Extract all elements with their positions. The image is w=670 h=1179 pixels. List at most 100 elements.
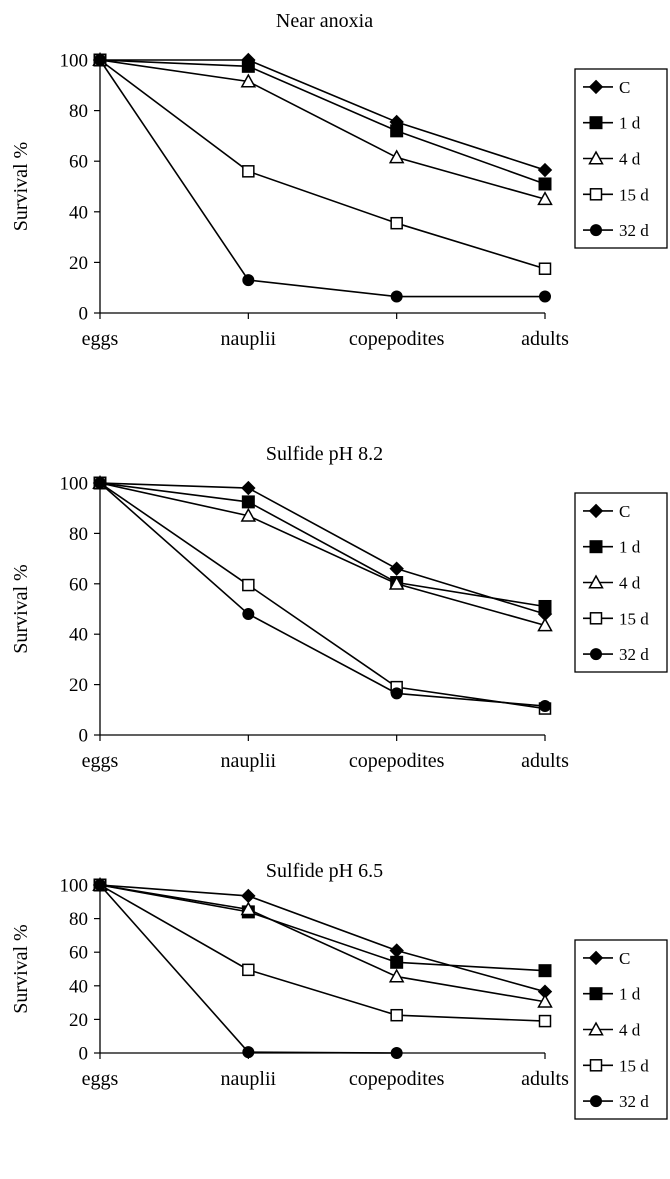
legend-marker bbox=[589, 612, 603, 625]
series-1-d bbox=[93, 878, 552, 978]
y-tick-label: 20 bbox=[69, 675, 88, 696]
data-point bbox=[242, 608, 255, 621]
data-point bbox=[388, 575, 405, 590]
legend-label: C bbox=[619, 78, 630, 97]
legend-marker bbox=[590, 1095, 602, 1108]
legend-marker bbox=[589, 540, 603, 554]
data-point bbox=[389, 943, 404, 958]
data-point bbox=[538, 177, 552, 191]
series-1-d bbox=[93, 53, 552, 191]
legend-label: 4 d bbox=[619, 574, 641, 593]
data-point bbox=[390, 1047, 403, 1059]
y-axis-label: Survival % bbox=[10, 564, 32, 653]
series-line bbox=[99, 59, 546, 200]
x-tick-label: eggs bbox=[82, 328, 119, 350]
legend-label: C bbox=[619, 502, 630, 521]
x-tick-label: nauplii bbox=[221, 750, 277, 772]
data-point bbox=[240, 507, 257, 522]
y-tick-label: 40 bbox=[69, 625, 88, 646]
legend-marker bbox=[589, 188, 603, 201]
series-line bbox=[99, 884, 546, 1022]
data-point bbox=[242, 165, 255, 178]
series-15-d bbox=[93, 878, 552, 1028]
series-line bbox=[99, 59, 546, 185]
series-32-d bbox=[94, 54, 551, 303]
y-tick-label: 40 bbox=[69, 202, 88, 223]
x-tick-label: copepodites bbox=[349, 328, 445, 350]
data-point bbox=[538, 599, 552, 613]
legend-marker bbox=[589, 1059, 603, 1072]
series-line bbox=[99, 482, 546, 608]
data-point bbox=[538, 262, 552, 275]
data-point bbox=[390, 290, 403, 303]
series-4-d bbox=[92, 51, 553, 206]
chart-title: Sulfide pH 8.2 bbox=[266, 443, 383, 465]
legend-label: 32 d bbox=[619, 1092, 649, 1111]
data-point bbox=[242, 1046, 255, 1059]
x-tick-label: eggs bbox=[82, 750, 119, 772]
y-tick-label: 80 bbox=[69, 524, 88, 545]
legend-marker bbox=[590, 224, 602, 237]
series-C bbox=[92, 877, 553, 999]
y-tick-label: 20 bbox=[69, 1010, 88, 1031]
series-line bbox=[99, 59, 545, 298]
data-point bbox=[538, 964, 552, 978]
y-tick-label: 80 bbox=[69, 909, 88, 930]
y-axis-label: Survival % bbox=[10, 924, 32, 1013]
series-line bbox=[99, 482, 546, 710]
chart-title: Sulfide pH 6.5 bbox=[266, 860, 383, 882]
data-point bbox=[242, 274, 255, 287]
legend-label: 1 d bbox=[619, 114, 641, 133]
legend-label: 1 d bbox=[619, 538, 641, 557]
legend: C 1 d 4 d 15 d 32 d bbox=[574, 68, 668, 249]
legend-label: C bbox=[619, 949, 630, 968]
legend-label: 15 d bbox=[619, 1056, 649, 1075]
y-tick-label: 0 bbox=[79, 726, 89, 747]
legend: C 1 d 4 d 15 d 32 d bbox=[574, 939, 668, 1120]
legend-marker bbox=[588, 150, 604, 165]
data-point bbox=[538, 1014, 552, 1028]
data-point bbox=[539, 290, 551, 303]
legend-label: 15 d bbox=[619, 185, 649, 204]
data-point bbox=[389, 561, 404, 576]
data-point bbox=[241, 59, 255, 73]
data-point bbox=[388, 149, 405, 164]
legend-marker bbox=[588, 79, 604, 95]
series-line bbox=[99, 884, 546, 972]
y-tick-label: 60 bbox=[69, 943, 88, 964]
series-C bbox=[92, 475, 553, 622]
y-tick-label: 100 bbox=[60, 876, 89, 897]
series-line bbox=[99, 884, 546, 1003]
data-point bbox=[240, 901, 257, 916]
x-tick-label: adults bbox=[521, 1068, 569, 1090]
chart-title: Near anoxia bbox=[276, 10, 373, 32]
data-point bbox=[537, 617, 553, 632]
legend-label: 1 d bbox=[619, 985, 641, 1004]
legend-marker bbox=[589, 987, 603, 1001]
series-line bbox=[99, 59, 546, 270]
data-point bbox=[241, 480, 256, 496]
y-tick-label: 60 bbox=[69, 574, 88, 595]
data-point bbox=[537, 162, 553, 178]
series-line bbox=[99, 884, 546, 993]
data-point bbox=[242, 578, 255, 592]
series-32-d bbox=[94, 879, 403, 1059]
x-tick-label: adults bbox=[521, 750, 569, 772]
legend-marker bbox=[588, 1021, 604, 1036]
series-line bbox=[99, 482, 546, 707]
series-4-d bbox=[92, 876, 553, 1008]
data-point bbox=[241, 888, 256, 904]
x-tick-label: adults bbox=[521, 328, 569, 350]
y-tick-label: 40 bbox=[69, 976, 88, 997]
legend-marker bbox=[590, 648, 602, 661]
y-axis-label: Survival % bbox=[10, 142, 32, 231]
legend: C 1 d 4 d 15 d 32 d bbox=[574, 492, 668, 673]
chart-panel-3: Sulfide pH 6.5 0 20 40 60 80 100 eggs nauplii cop… bbox=[10, 860, 668, 1120]
data-point bbox=[241, 495, 255, 509]
chart-panel-2: Sulfide pH 8.2 0 20 40 60 80 100 eggs nauplii cop… bbox=[10, 443, 668, 772]
data-point bbox=[390, 687, 403, 700]
series-line bbox=[99, 482, 546, 615]
x-tick-label: nauplii bbox=[221, 1068, 277, 1090]
x-tick-label: eggs bbox=[82, 1068, 119, 1090]
